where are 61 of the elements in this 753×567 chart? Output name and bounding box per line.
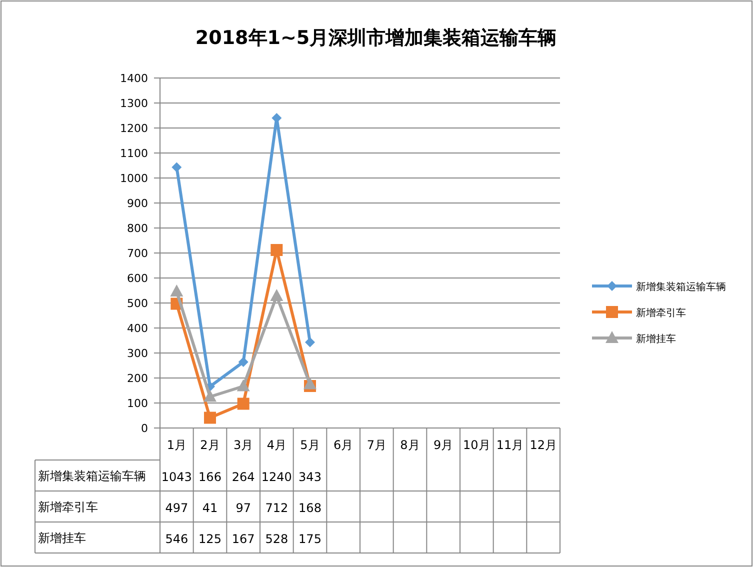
legend-label: 新增挂车	[636, 333, 676, 345]
text: 新增挂车	[38, 531, 86, 545]
point	[270, 244, 283, 256]
x-tick-label: 3月	[234, 438, 254, 452]
y-tick-label: 1300	[120, 97, 148, 110]
data-label: 497	[165, 501, 188, 515]
x-tick-label: 5月	[300, 438, 320, 452]
y-tick-label: 100	[127, 397, 148, 410]
data-label: 528	[265, 532, 288, 546]
x-tick-label: 2月	[200, 438, 220, 452]
x-tick-label: 7月	[366, 438, 386, 452]
point	[237, 398, 250, 410]
point	[204, 390, 216, 402]
x-tick-label: 6月	[334, 438, 354, 452]
y-tick-label: 1200	[120, 122, 148, 135]
x-tick-label: 1月	[166, 438, 186, 452]
point	[172, 162, 182, 172]
x-tick-label: 8月	[400, 438, 420, 452]
point	[170, 284, 184, 296]
point	[236, 379, 250, 392]
text: 新增集装箱运输车辆	[38, 469, 146, 483]
text: 新增牵引车	[38, 500, 98, 514]
point	[270, 289, 284, 301]
chart-title: 2018年1~5月深圳市增加集装箱运输车辆	[195, 27, 557, 49]
y-tick-label: 600	[127, 272, 148, 285]
legend-label: 新增牵引车	[636, 307, 686, 319]
data-label: 1043	[161, 470, 192, 484]
data-label: 125	[198, 532, 222, 546]
point	[305, 337, 315, 348]
x-tick-label: 4月	[266, 438, 286, 452]
y-tick-label: 0	[141, 422, 148, 435]
data-label: 41	[202, 501, 218, 515]
data-label: 343	[298, 470, 322, 484]
y-tick-label: 300	[127, 347, 148, 360]
point	[238, 357, 248, 367]
data-label: 264	[232, 470, 255, 484]
point	[204, 412, 216, 424]
data-label: 546	[165, 532, 188, 546]
x-tick-label: 11月	[496, 438, 524, 452]
data-label: 712	[265, 501, 288, 515]
data-label: 1240	[261, 470, 292, 484]
y-tick-label: 500	[127, 297, 148, 310]
data-label: 175	[298, 532, 322, 546]
y-tick-label: 200	[127, 372, 148, 385]
x-tick-label: 12月	[530, 438, 557, 452]
x-tick-label: 9月	[434, 438, 454, 452]
legend-label: 新增集装箱运输车辆	[636, 281, 726, 293]
data-label: 97	[236, 501, 251, 515]
point	[304, 377, 316, 390]
data-label: 168	[298, 501, 322, 515]
y-tick-label: 1000	[120, 172, 148, 185]
y-tick-label: 900	[127, 197, 148, 210]
y-tick-label: 1400	[120, 72, 148, 85]
data-label: 166	[198, 470, 222, 484]
y-tick-label: 800	[127, 222, 148, 235]
y-tick-label: 400	[127, 322, 148, 335]
y-tick-label: 1100	[120, 147, 148, 160]
y-tick-label: 700	[127, 247, 148, 260]
point	[272, 113, 282, 123]
x-tick-label: 10月	[463, 438, 490, 452]
data-label: 167	[232, 532, 255, 546]
